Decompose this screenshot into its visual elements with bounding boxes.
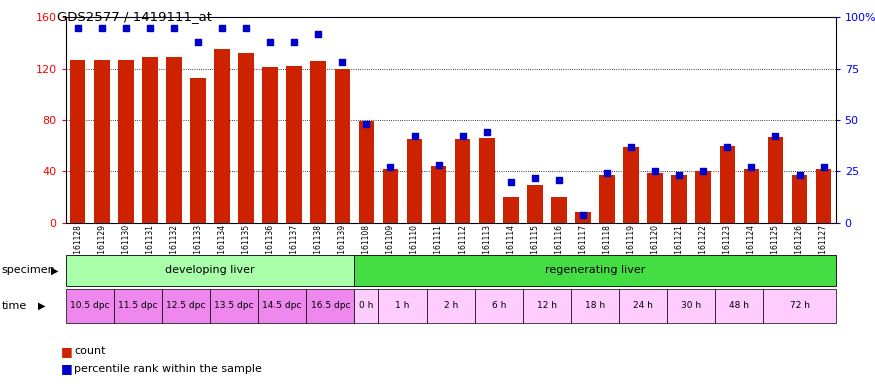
Text: 13.5 dpc: 13.5 dpc xyxy=(214,301,254,310)
Text: 10.5 dpc: 10.5 dpc xyxy=(70,301,109,310)
Text: 2 h: 2 h xyxy=(444,301,458,310)
Point xyxy=(696,168,710,174)
Bar xyxy=(118,60,134,223)
Text: specimen: specimen xyxy=(2,265,55,275)
Text: 12.5 dpc: 12.5 dpc xyxy=(166,301,206,310)
Point xyxy=(360,121,374,127)
Bar xyxy=(190,78,206,223)
Bar xyxy=(407,139,423,223)
Text: time: time xyxy=(2,301,27,311)
Text: count: count xyxy=(74,346,106,356)
Bar xyxy=(719,146,735,223)
Point xyxy=(480,129,494,136)
Point xyxy=(576,212,590,218)
Text: 14.5 dpc: 14.5 dpc xyxy=(262,301,302,310)
Point xyxy=(552,177,566,183)
Text: 24 h: 24 h xyxy=(634,301,653,310)
Text: 30 h: 30 h xyxy=(682,301,702,310)
Text: percentile rank within the sample: percentile rank within the sample xyxy=(74,364,262,374)
Bar xyxy=(623,147,639,223)
Text: GDS2577 / 1419111_at: GDS2577 / 1419111_at xyxy=(57,10,212,23)
Bar xyxy=(334,69,350,223)
Point xyxy=(816,164,830,170)
Point xyxy=(624,144,638,150)
Bar xyxy=(599,175,615,223)
Bar xyxy=(792,175,808,223)
Bar xyxy=(527,185,542,223)
Point xyxy=(504,179,518,185)
Point xyxy=(528,174,542,180)
Bar xyxy=(503,197,519,223)
Point xyxy=(312,31,326,37)
Point xyxy=(287,39,301,45)
Bar xyxy=(744,169,760,223)
Text: ■: ■ xyxy=(61,362,73,375)
Point xyxy=(768,133,782,139)
Point xyxy=(94,25,108,31)
Bar xyxy=(382,169,398,223)
Point xyxy=(383,164,397,170)
Point xyxy=(167,25,181,31)
Point xyxy=(793,172,807,179)
Point xyxy=(119,25,133,31)
Text: 16.5 dpc: 16.5 dpc xyxy=(311,301,350,310)
Text: 6 h: 6 h xyxy=(492,301,506,310)
Point xyxy=(456,133,470,139)
Bar xyxy=(142,57,158,223)
Bar xyxy=(262,67,278,223)
Point xyxy=(191,39,205,45)
Text: ■: ■ xyxy=(61,345,73,358)
Bar xyxy=(430,166,446,223)
Point xyxy=(239,25,253,31)
Bar xyxy=(479,138,494,223)
Text: ▶: ▶ xyxy=(52,265,59,275)
Bar xyxy=(238,53,254,223)
Text: 0 h: 0 h xyxy=(360,301,374,310)
Point xyxy=(745,164,759,170)
Point xyxy=(408,133,422,139)
Text: ▶: ▶ xyxy=(38,301,46,311)
Bar xyxy=(311,61,326,223)
Point xyxy=(720,144,734,150)
Bar xyxy=(551,197,567,223)
Bar xyxy=(671,175,687,223)
Text: 18 h: 18 h xyxy=(585,301,605,310)
Bar xyxy=(455,139,471,223)
Point xyxy=(71,25,85,31)
Bar xyxy=(214,50,230,223)
Text: 72 h: 72 h xyxy=(789,301,809,310)
Bar xyxy=(696,171,711,223)
Text: 1 h: 1 h xyxy=(396,301,410,310)
Bar xyxy=(70,60,86,223)
Text: developing liver: developing liver xyxy=(165,265,255,275)
Bar xyxy=(648,173,663,223)
Bar xyxy=(359,121,374,223)
Point xyxy=(648,168,662,174)
Point xyxy=(215,25,229,31)
Text: regenerating liver: regenerating liver xyxy=(545,265,645,275)
Point xyxy=(143,25,157,31)
Text: 12 h: 12 h xyxy=(537,301,556,310)
Bar xyxy=(816,169,831,223)
Point xyxy=(672,172,686,179)
Point xyxy=(263,39,277,45)
Point xyxy=(600,170,614,177)
Bar xyxy=(575,212,591,223)
Bar xyxy=(767,137,783,223)
Text: 11.5 dpc: 11.5 dpc xyxy=(118,301,158,310)
Bar xyxy=(166,57,182,223)
Point xyxy=(431,162,445,168)
Bar xyxy=(286,66,302,223)
Point xyxy=(335,60,349,66)
Bar xyxy=(94,60,109,223)
Text: 48 h: 48 h xyxy=(730,301,749,310)
